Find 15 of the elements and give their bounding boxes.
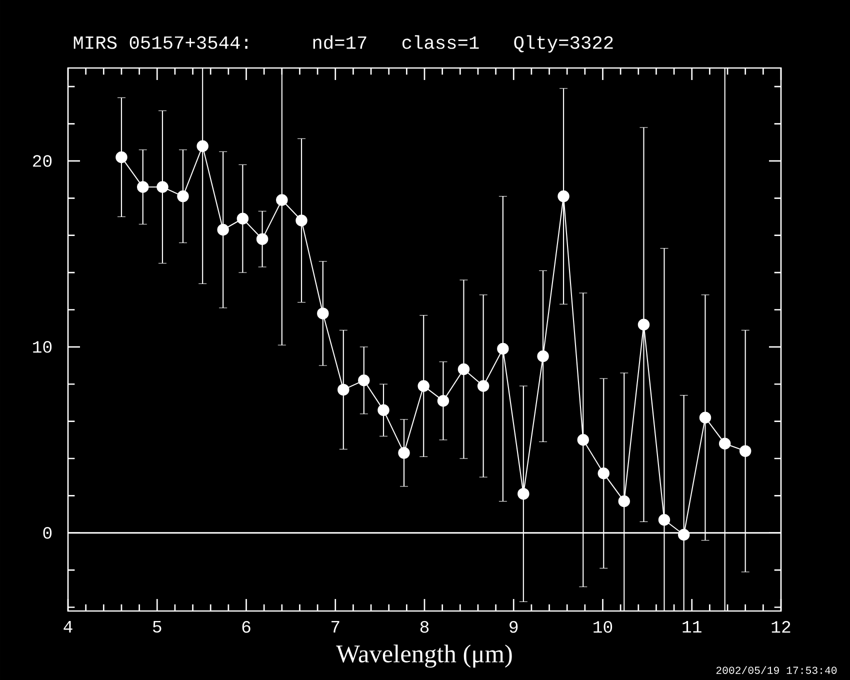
x-tick-label: 7 bbox=[332, 621, 340, 632]
y-tick-label: 0 bbox=[43, 526, 52, 539]
x-axis-title: Wavelength (μm) bbox=[336, 644, 512, 668]
y-tick-label: 20 bbox=[33, 155, 52, 167]
x-tick-label: 11 bbox=[682, 621, 702, 632]
x-tick-label: 6 bbox=[242, 621, 250, 633]
chart-title: MIRS 05157+3544: nd=17 class=1 Qlty=3322 bbox=[74, 35, 613, 53]
text: 2002/05/19 17:53:40 bbox=[716, 666, 837, 674]
x-tick-label: 9 bbox=[510, 621, 518, 633]
x-tick-label: 5 bbox=[153, 621, 162, 633]
x-tick-label: 4 bbox=[64, 621, 72, 632]
x-tick-label: 12 bbox=[772, 621, 790, 633]
x-tick-label: 10 bbox=[594, 621, 612, 633]
x-tick-label: 8 bbox=[420, 621, 429, 633]
y-tick-label: 10 bbox=[33, 341, 52, 353]
